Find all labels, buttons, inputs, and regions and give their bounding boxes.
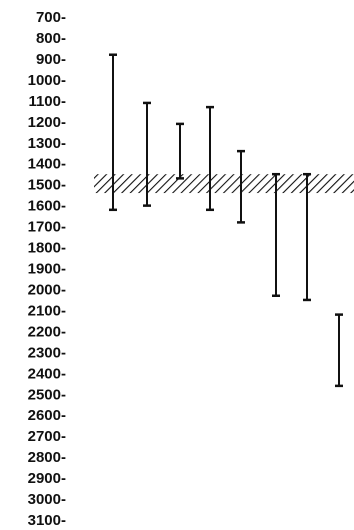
range-bar-5 (237, 149, 245, 224)
y-tick-label: 2500- (28, 386, 66, 403)
range-bar-2 (143, 101, 151, 207)
y-tick-label: 1700- (28, 219, 66, 236)
y-tick-label: 2900- (28, 470, 66, 487)
y-tick-label: 1800- (28, 240, 66, 257)
range-bar-1 (109, 53, 117, 212)
y-tick-label: 1600- (28, 198, 66, 215)
y-tick-label: 800- (36, 30, 66, 47)
y-tick-label: 1100- (28, 93, 66, 110)
reference-band-layer (94, 174, 354, 194)
y-tick-label: 1500- (28, 177, 66, 194)
y-tick-label: 2300- (28, 344, 66, 361)
y-tick-label: 2000- (28, 281, 66, 298)
y-tick-label: 1300- (28, 135, 66, 152)
y-tick-label: 3100- (28, 512, 66, 529)
y-tick-label: 3000- (28, 491, 66, 508)
range-bars-layer (109, 53, 343, 388)
y-tick-label: 2200- (28, 323, 66, 340)
range-bar-7 (303, 172, 311, 302)
range-bar-3 (176, 122, 184, 180)
range-bar-4 (206, 105, 214, 212)
y-tick-label: 2700- (28, 428, 66, 445)
y-tick-label: 1900- (28, 261, 66, 278)
y-axis: 700- 800- 900- 1000- 1100- 1200- 1300- 1400- 150… (28, 9, 66, 529)
y-tick-label: 2800- (28, 449, 66, 466)
y-tick-label: 2400- (28, 365, 66, 382)
range-bar-6 (272, 172, 280, 297)
y-tick-label: 1000- (28, 72, 66, 89)
y-tick-label: 2100- (28, 302, 66, 319)
y-tick-label: 2600- (28, 407, 66, 424)
range-bar-8 (335, 313, 343, 388)
reference-band (94, 174, 354, 194)
y-tick-label: 1200- (28, 114, 66, 131)
y-tick-label: 900- (36, 51, 66, 68)
y-tick-label: 700- (36, 9, 66, 26)
y-tick-label: 1400- (28, 156, 66, 173)
